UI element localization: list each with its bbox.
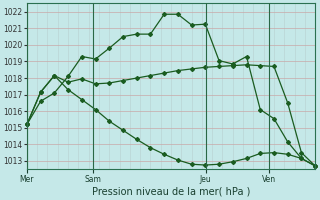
X-axis label: Pression niveau de la mer( hPa ): Pression niveau de la mer( hPa )	[92, 187, 250, 197]
